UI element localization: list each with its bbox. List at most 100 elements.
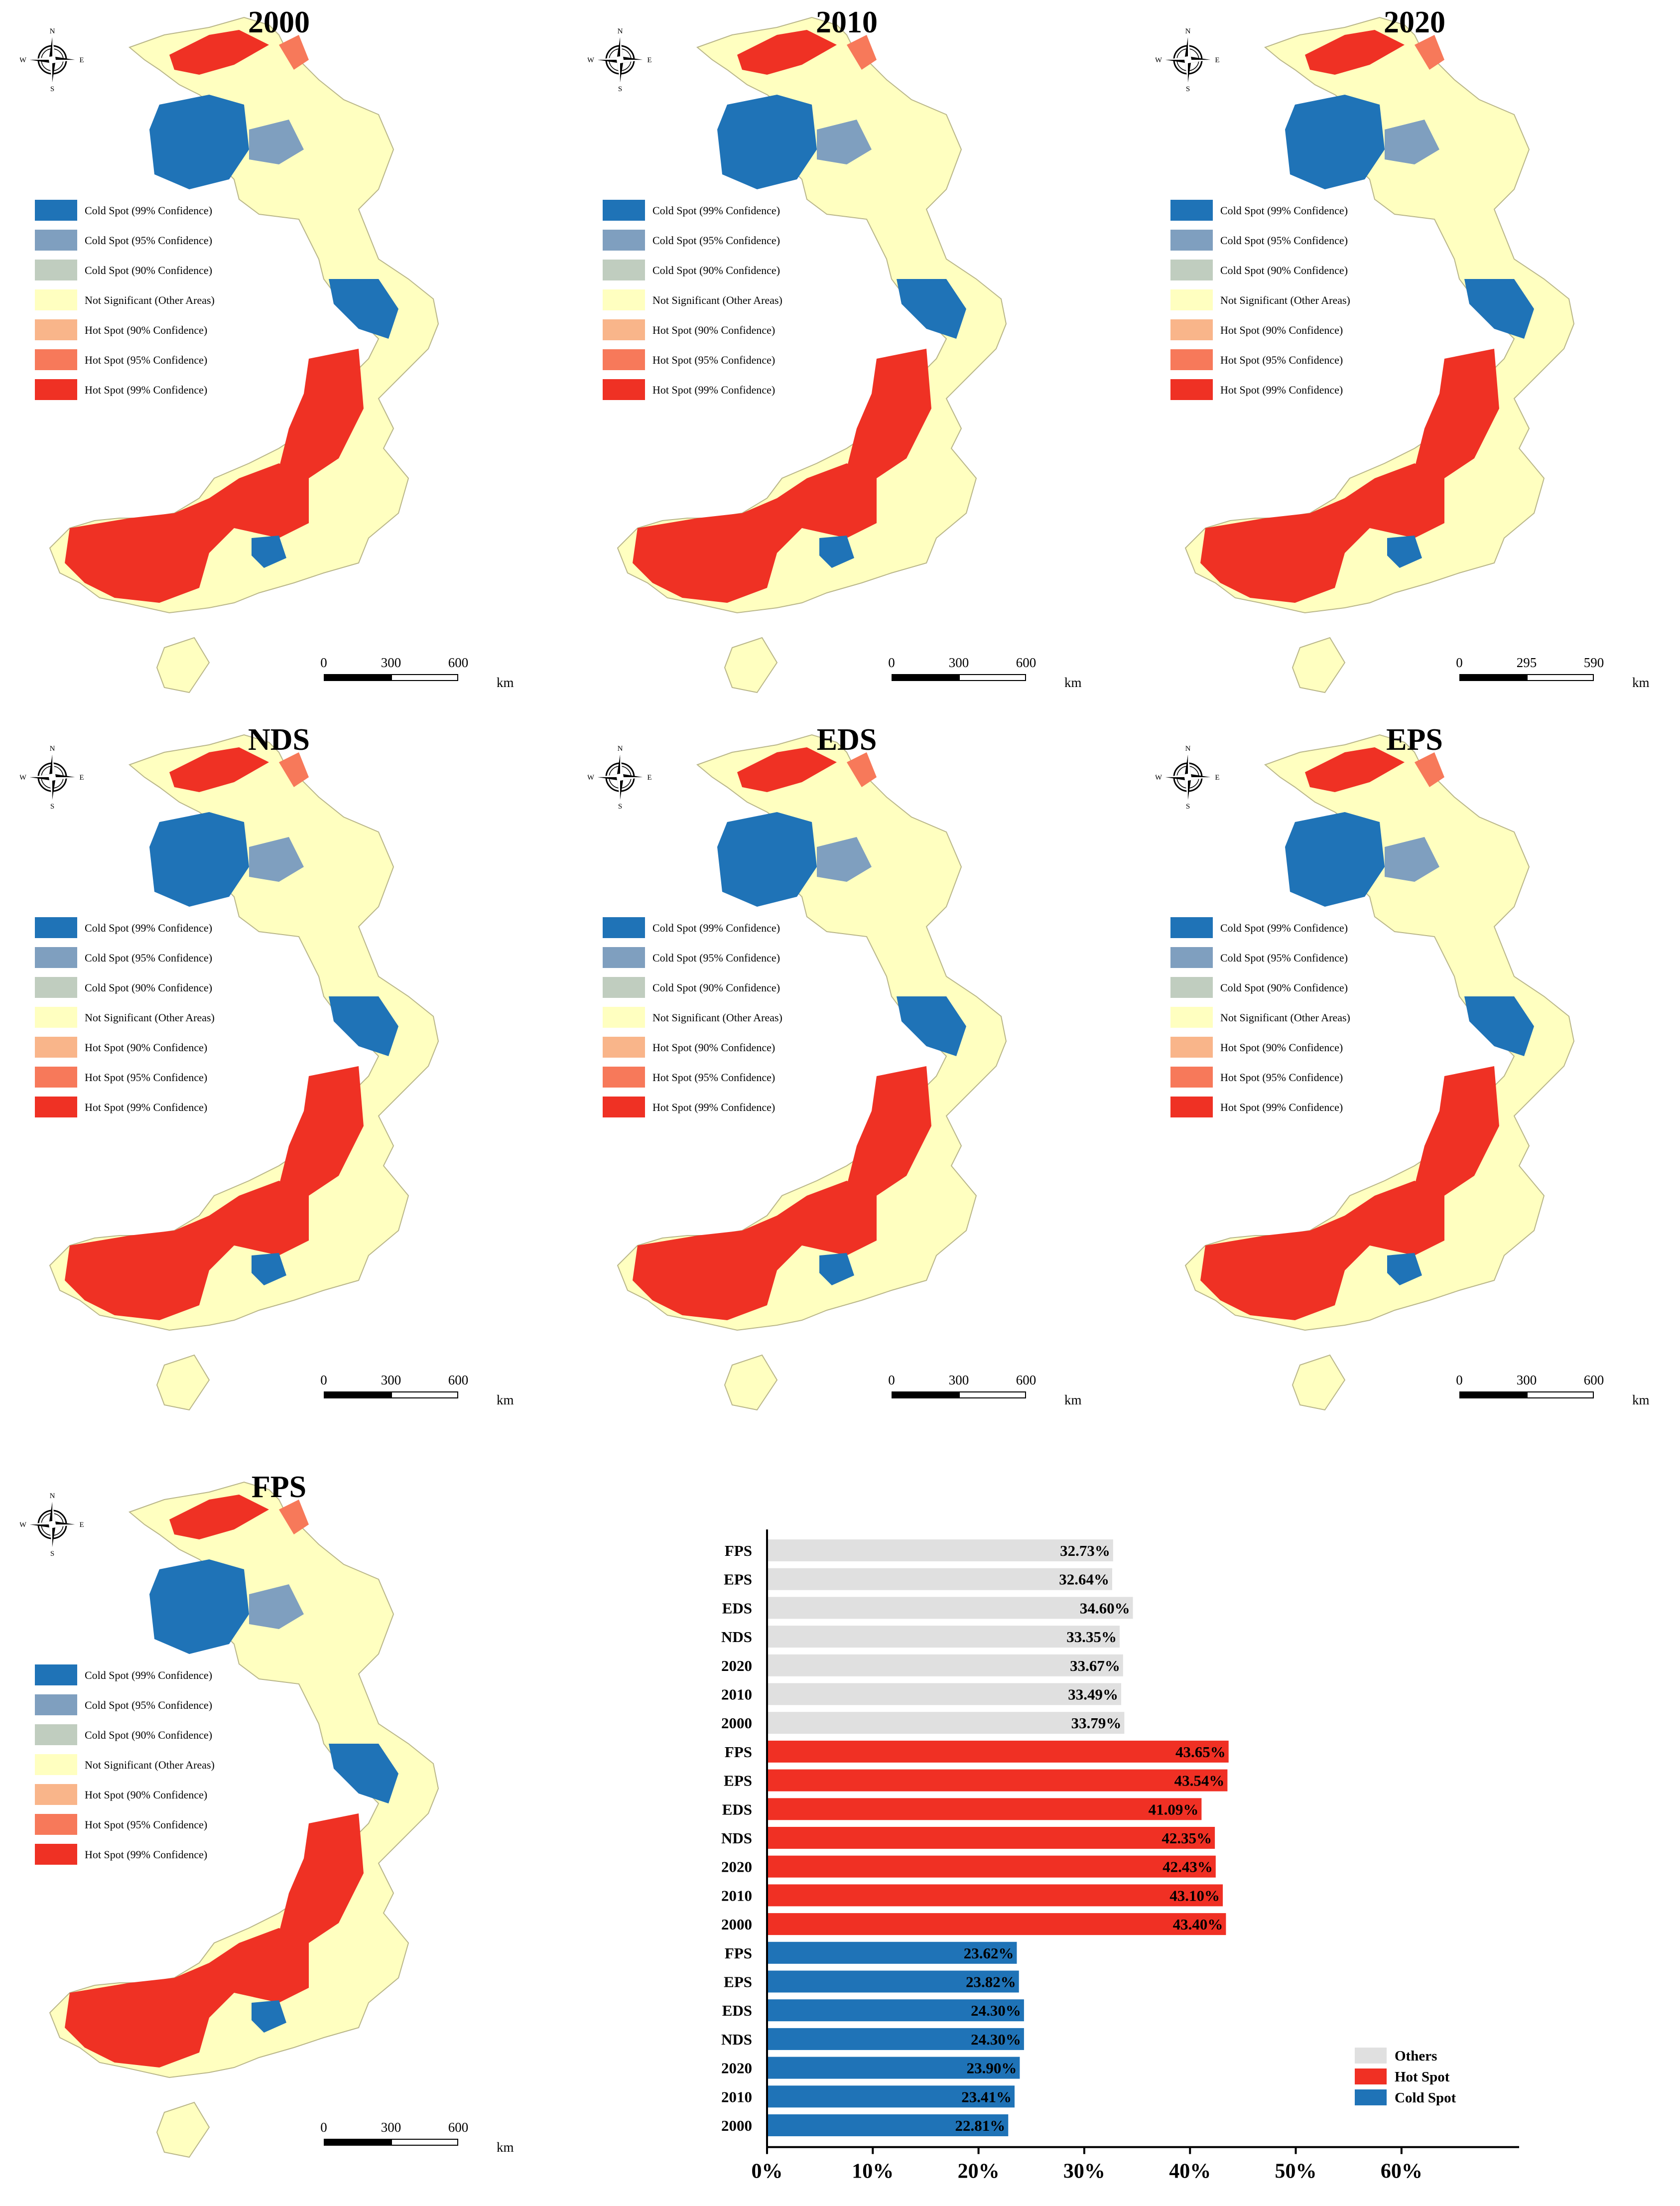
bar-others xyxy=(767,1597,1133,1619)
hot-spot-southeast xyxy=(847,1066,931,1196)
hot-spot-north xyxy=(737,747,837,792)
category-label: FPS xyxy=(725,1944,752,1962)
legend-label: Hot Spot (95% Confidence) xyxy=(652,354,775,366)
legend-swatch xyxy=(35,1814,77,1835)
hot-spot-northeast xyxy=(847,752,877,787)
data-label: 24.30% xyxy=(971,2031,1021,2048)
legend-swatch xyxy=(1355,2068,1387,2084)
legend-label: Cold Spot (95% Confidence) xyxy=(652,234,780,247)
scale-bar: 0 300 600 km xyxy=(888,1373,1091,1407)
cold-spot-pearl-delta xyxy=(1387,536,1422,568)
legend-item: Cold Spot (90% Confidence) xyxy=(603,257,862,286)
hot-spot-south xyxy=(633,463,877,603)
legend-swatch xyxy=(603,379,645,400)
data-label: 32.64% xyxy=(1059,1571,1109,1588)
legend-item: Not Significant (Other Areas) xyxy=(603,1004,862,1034)
hot-spot-southeast xyxy=(279,1813,364,1943)
scale-label-1: 300 xyxy=(381,655,401,670)
cold-spot-north-china xyxy=(1285,812,1385,907)
hot-spot-north xyxy=(1305,747,1405,792)
legend-item: Hot Spot (99% Confidence) xyxy=(35,376,294,406)
svg-text:N: N xyxy=(618,27,623,35)
legend-swatch xyxy=(35,1037,77,1058)
category-label: 2010 xyxy=(721,1887,752,1904)
scale-label-1: 295 xyxy=(1516,655,1537,670)
cold-spot-yangtze xyxy=(897,279,966,339)
scale-segment-filled xyxy=(324,1391,391,1398)
map-panel-2010: 2010 N S W E Cold Spot (99% Confidence) C… xyxy=(568,0,1126,717)
category-label: 2020 xyxy=(721,1657,752,1674)
legend-swatch xyxy=(603,289,645,310)
bar-others xyxy=(767,1626,1120,1648)
cold-spot-yangtze xyxy=(329,279,398,339)
legend-label: Cold Spot (95% Confidence) xyxy=(85,952,213,964)
svg-text:W: W xyxy=(588,56,595,64)
data-label: 33.35% xyxy=(1066,1628,1117,1646)
panel-title: 2020 xyxy=(1384,5,1445,39)
panel-title: 2000 xyxy=(248,5,310,39)
legend-label: Cold Spot (90% Confidence) xyxy=(85,981,213,994)
map-panel-eps: EPS N S W E Cold Spot (99% Confidence) Co… xyxy=(1136,717,1680,1435)
panel-title: FPS xyxy=(251,1470,307,1504)
legend-item: Hot Spot (90% Confidence) xyxy=(603,1034,862,1064)
bar-hot-spot xyxy=(767,1913,1226,1935)
hot-spot-south xyxy=(65,1928,309,2068)
legend-label: Hot Spot (99% Confidence) xyxy=(1220,1101,1343,1113)
legend-label: Cold Spot xyxy=(1395,2090,1456,2106)
legend-label: Hot Spot (99% Confidence) xyxy=(652,1101,775,1113)
legend-item: Not Significant (Other Areas) xyxy=(35,286,294,316)
svg-text:W: W xyxy=(1156,56,1163,64)
legend-label: Hot Spot (90% Confidence) xyxy=(1220,1041,1343,1054)
svg-text:W: W xyxy=(588,774,595,782)
category-label: EPS xyxy=(724,1772,752,1790)
legend-swatch xyxy=(35,1724,77,1745)
region-base xyxy=(49,1481,439,2078)
data-label: 32.73% xyxy=(1060,1542,1110,1559)
hot-spot-southeast xyxy=(1415,349,1499,478)
legend-swatch xyxy=(35,379,77,400)
scale-segment-filled xyxy=(1459,674,1527,681)
hotspot-map xyxy=(49,734,439,1411)
legend-swatch xyxy=(1170,917,1213,938)
legend-swatch xyxy=(603,977,645,998)
x-tick-label: 10% xyxy=(852,2160,894,2183)
compass-rose-icon: N S W E xyxy=(1156,27,1220,92)
data-label: 23.90% xyxy=(967,2060,1017,2077)
legend-item: Cold Spot (95% Confidence) xyxy=(35,227,294,257)
region-base xyxy=(49,734,439,1331)
legend-label: Hot Spot (99% Confidence) xyxy=(85,384,208,396)
scale-segment-filled xyxy=(1459,1391,1527,1398)
scale-label-2: 600 xyxy=(448,1373,469,1387)
hot-spot-north xyxy=(169,30,269,75)
legend-item: Hot Spot (99% Confidence) xyxy=(1170,376,1429,406)
hotspot-map xyxy=(49,16,439,693)
scale-label-0: 0 xyxy=(888,655,895,670)
scale-label-2: 600 xyxy=(448,655,469,670)
bar-cold-spot xyxy=(767,1941,1017,1964)
legend-label: Not Significant (Other Areas) xyxy=(652,294,782,306)
scale-unit: km xyxy=(1064,675,1082,690)
scale-segment-filled xyxy=(324,674,391,681)
bar-hot-spot xyxy=(767,1855,1216,1878)
bar-cold-spot xyxy=(767,2057,1020,2079)
legend-swatch xyxy=(35,1754,77,1775)
data-label: 43.40% xyxy=(1173,1916,1223,1933)
legend-swatch xyxy=(1170,1067,1213,1088)
legend-swatch xyxy=(35,917,77,938)
svg-text:S: S xyxy=(50,85,54,92)
scale-segment-empty xyxy=(391,2139,458,2146)
island-hainan xyxy=(724,1354,778,1411)
bar-hot-spot xyxy=(767,1769,1228,1792)
bar-others xyxy=(767,1683,1122,1705)
island-hainan xyxy=(724,637,778,693)
cold-spot-north-china xyxy=(717,812,817,907)
legend-item: Cold Spot (90% Confidence) xyxy=(35,974,294,1004)
island-hainan xyxy=(156,1354,210,1411)
hot-spot-southeast xyxy=(279,349,364,478)
svg-text:N: N xyxy=(50,27,55,35)
hot-spot-northeast xyxy=(279,1500,309,1534)
legend-item: Hot Spot (95% Confidence) xyxy=(35,1811,294,1841)
cold-spot-north-china xyxy=(717,95,817,189)
hot-spot-northeast xyxy=(1415,35,1444,70)
legend-item: Hot Spot (95% Confidence) xyxy=(603,1064,862,1094)
